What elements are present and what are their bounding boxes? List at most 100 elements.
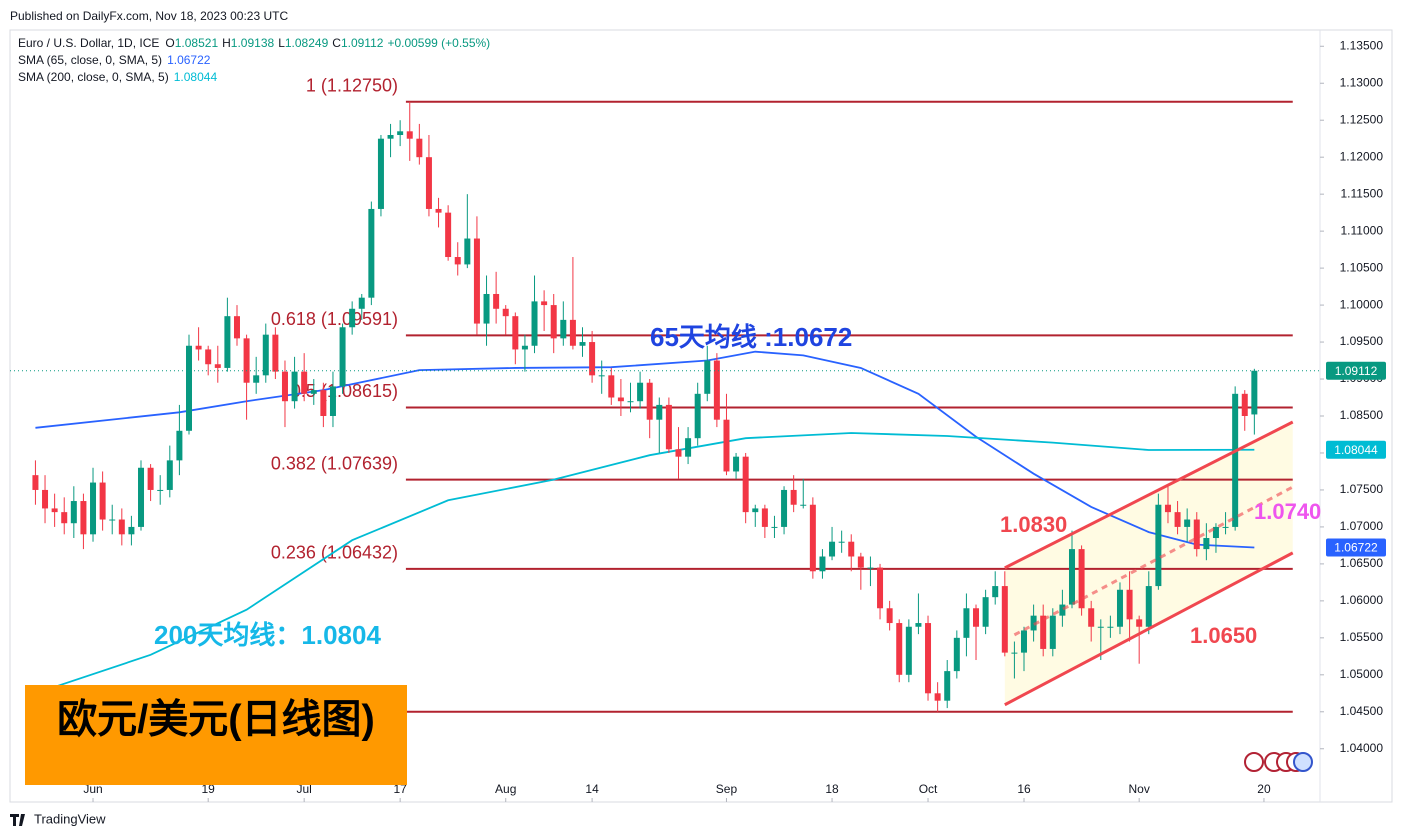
- candle-body: [589, 342, 596, 376]
- candle-body: [406, 131, 413, 139]
- candle-body: [541, 301, 548, 306]
- candle-body: [1241, 393, 1248, 416]
- candle-body: [1174, 512, 1181, 527]
- y-tick-label: 1.07000: [1340, 519, 1384, 533]
- y-tick-label: 1.13000: [1340, 75, 1384, 89]
- ohlc-prefix: O: [165, 36, 174, 50]
- candle-body: [761, 508, 768, 527]
- legend-sma: SMA (200, close, 0, SMA, 5) 1.08044: [18, 70, 217, 84]
- candle-body: [214, 364, 221, 368]
- candle-body: [291, 371, 298, 402]
- candle-body: [262, 334, 269, 376]
- candle-body: [80, 501, 87, 535]
- candle-body: [857, 556, 864, 568]
- candle-body: [483, 293, 490, 324]
- x-tick-label: Oct: [919, 782, 938, 796]
- y-tick-label: 1.08500: [1340, 408, 1384, 422]
- y-tick-label: 1.12500: [1340, 112, 1384, 126]
- y-tick-label: 1.13500: [1340, 38, 1384, 52]
- candle-body: [915, 623, 922, 627]
- price-badge: [1326, 361, 1386, 380]
- candle-body: [368, 208, 375, 298]
- x-tick-label: 14: [585, 782, 599, 796]
- candle-body: [867, 567, 874, 569]
- candle-body: [953, 637, 960, 672]
- candle-body: [253, 375, 260, 383]
- candle-body: [1021, 630, 1028, 653]
- candle-body: [281, 371, 288, 402]
- sma-line: [35, 432, 1255, 695]
- candle-body: [637, 382, 644, 402]
- candle-body: [32, 475, 39, 490]
- x-tick-label: 20: [1257, 782, 1271, 796]
- candle-body: [934, 693, 941, 701]
- candle-body: [704, 360, 711, 394]
- candle-body: [733, 456, 740, 472]
- change: +0.00599 (+0.55%): [387, 36, 490, 50]
- candle-body: [809, 504, 816, 572]
- candle-body: [70, 501, 77, 524]
- price-badge-label: 1.09112: [1335, 364, 1378, 378]
- candle-body: [1232, 393, 1239, 527]
- candle-body: [608, 375, 615, 398]
- ohlc-value: 1.09112: [341, 36, 384, 50]
- y-tick-label: 1.06000: [1340, 593, 1384, 607]
- candle-body: [1059, 604, 1066, 616]
- candle-body: [329, 386, 336, 416]
- published: Published on DailyFx.com, Nov 18, 2023 0…: [10, 9, 288, 23]
- annotation: 1.0650: [1190, 623, 1257, 648]
- fib-label: 0.382 (1.07639): [271, 453, 398, 473]
- candle-body: [1068, 549, 1075, 605]
- ohlc-value: 1.08249: [285, 36, 329, 50]
- candle-body: [118, 519, 125, 535]
- candle-body: [790, 489, 797, 505]
- candle-body: [877, 567, 884, 609]
- candle-body: [109, 519, 116, 521]
- legend-sma-name: SMA (200, close, 0, SMA, 5): [18, 70, 169, 84]
- candle-body: [445, 212, 452, 258]
- candle-body: [99, 482, 106, 520]
- candle-body: [531, 301, 538, 346]
- sma-line: [35, 350, 1255, 549]
- candle-body: [512, 316, 519, 350]
- x-tick-label: 16: [1017, 782, 1031, 796]
- x-tick-label: Nov: [1129, 782, 1150, 796]
- candle-body: [992, 586, 999, 598]
- candle-body: [627, 401, 634, 403]
- candle-body: [1212, 526, 1219, 539]
- price-badge: [1326, 538, 1386, 557]
- candle-body: [157, 489, 164, 491]
- candle-body: [205, 349, 212, 365]
- candle-body: [886, 608, 893, 624]
- candle-body: [51, 508, 58, 513]
- candle-body: [147, 467, 154, 490]
- candle-body: [454, 257, 461, 265]
- tv-logo: [10, 814, 25, 826]
- candle-body: [435, 208, 442, 213]
- y-tick-label: 1.10500: [1340, 260, 1384, 274]
- candle-body: [233, 316, 240, 339]
- channel-lower: [1004, 551, 1294, 707]
- candle-body: [176, 430, 183, 461]
- candle-body: [771, 526, 778, 528]
- candle-body: [377, 138, 384, 209]
- candle-body: [925, 623, 932, 694]
- candle-body: [598, 375, 605, 377]
- candle-body: [646, 382, 653, 420]
- price-badge-label: 1.08044: [1334, 443, 1378, 457]
- candle-body: [1116, 589, 1123, 627]
- y-tick-label: 1.11500: [1341, 186, 1384, 200]
- candle-body: [1107, 626, 1114, 628]
- y-tick-label: 1.04500: [1340, 704, 1384, 718]
- x-tick-label: Jul: [296, 782, 311, 796]
- candle-body: [723, 419, 730, 472]
- candle-body: [339, 327, 346, 387]
- y-tick-label: 1.06500: [1340, 556, 1384, 570]
- channel-area: [1004, 421, 1293, 705]
- y-tick-label: 1.11000: [1341, 223, 1384, 237]
- candle-body: [397, 131, 404, 136]
- candle-body: [1251, 370, 1258, 415]
- candle-body: [425, 157, 432, 209]
- candle-body: [973, 608, 980, 627]
- y-tick-label: 1.04000: [1340, 741, 1384, 755]
